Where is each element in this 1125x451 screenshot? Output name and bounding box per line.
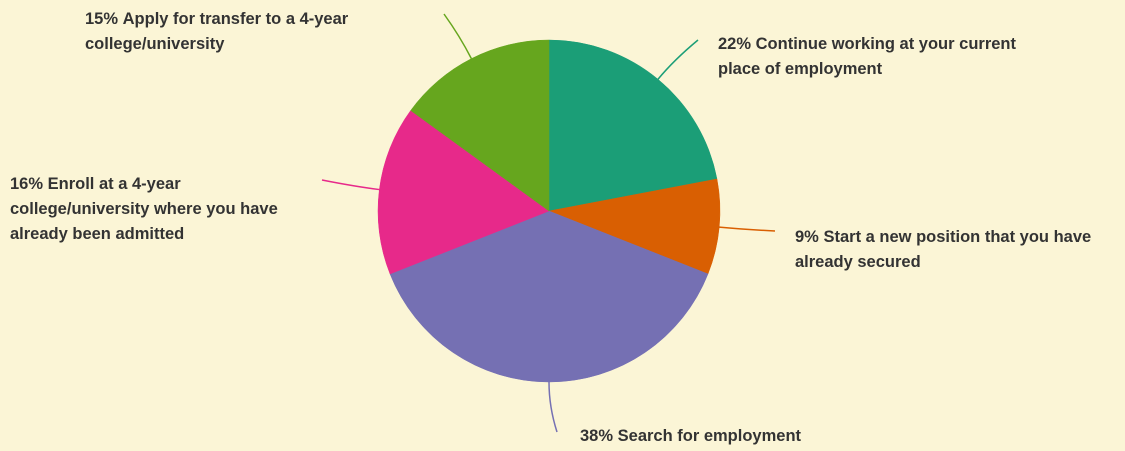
category-label: Apply for transfer to a 4-year college/u…	[85, 10, 349, 53]
slice-label: 38% Search for employment	[580, 424, 880, 449]
value-label: 38%	[580, 427, 614, 445]
pie-slice	[410, 39, 550, 212]
leader-line	[657, 39, 699, 80]
leader-line	[321, 179, 380, 191]
leader-line	[548, 381, 558, 433]
slice-label: 16% Enroll at a 4-year college/university…	[10, 172, 320, 247]
category-label: Enroll at a 4-year college/university wh…	[10, 175, 278, 243]
leader-line	[443, 13, 473, 59]
leader-line	[719, 226, 776, 232]
category-label: Continue working at your current place o…	[718, 35, 1016, 78]
category-label: Search for employment	[617, 427, 802, 445]
slice-label: 15% Apply for transfer to a 4-year colleg…	[85, 7, 440, 57]
value-label: 22%	[718, 35, 752, 53]
slice-label: 22% Continue working at your current plac…	[718, 32, 1038, 82]
value-label: 9%	[795, 228, 819, 246]
category-label: Start a new position that you have alrea…	[795, 228, 1092, 271]
pie-slice	[548, 39, 718, 212]
value-label: 16%	[10, 175, 44, 193]
pie-slice	[548, 178, 721, 275]
slice-label: 9% Start a new position that you have alr…	[795, 225, 1125, 275]
value-label: 15%	[85, 10, 119, 28]
